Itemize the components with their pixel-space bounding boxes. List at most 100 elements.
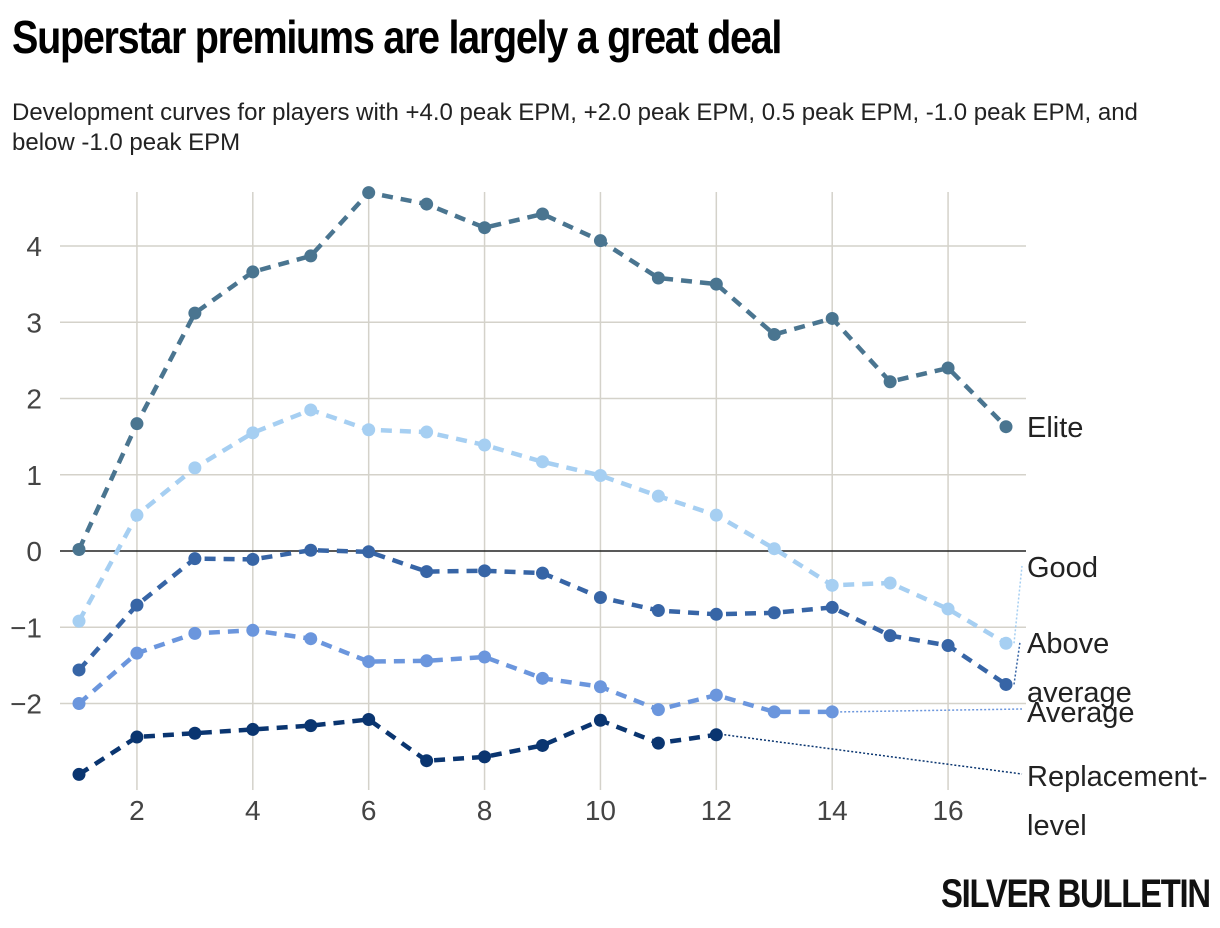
label-connector-replacement-level [724,734,1023,775]
x-tick-label: 4 [245,795,261,826]
data-point-above-average [825,600,839,614]
data-point-replacement-level [246,722,260,736]
chart-title: Superstar premiums are largely a great d… [12,11,782,63]
data-point-average [825,705,839,719]
y-tick-label: 2 [26,384,42,415]
series-replacement-level [72,713,723,781]
chart-subtitle: Development curves for players with +4.0… [12,99,1138,156]
data-point-good [767,542,781,556]
y-tick-label: 4 [26,231,42,262]
series-label-above-average: Above average [1027,628,1132,709]
series-good [72,403,1013,650]
data-point-above-average [362,545,376,559]
y-tick-label: −1 [10,612,42,643]
series-label-line: Above [1027,628,1109,660]
data-point-average [593,680,607,694]
data-point-good [420,425,434,439]
x-tick-label: 2 [129,795,145,826]
data-point-average [767,705,781,719]
data-point-good [651,489,665,503]
data-point-replacement-level [420,754,434,768]
data-point-elite [941,361,955,375]
data-point-good [130,508,144,522]
data-point-replacement-level [709,728,723,742]
data-point-elite [304,249,318,263]
y-tick-label: 3 [26,307,42,338]
data-point-replacement-level [188,726,202,740]
data-point-replacement-level [536,738,549,752]
data-point-elite [767,327,781,341]
data-point-above-average [246,552,260,566]
series-line-average [77,628,833,715]
series-line-replacement-level [77,717,717,777]
series-layer [72,186,1013,781]
data-point-good [825,578,839,592]
data-point-average [130,646,144,660]
data-point-above-average [536,566,549,580]
data-point-elite [709,277,723,291]
brand-logo: SILVER BULLETIN [941,872,1211,916]
data-point-good [362,423,376,437]
data-point-average [304,632,318,646]
y-tick-label: 0 [26,536,42,567]
data-point-above-average [130,598,144,612]
data-point-elite [999,420,1013,434]
series-label-line: level [1027,810,1087,842]
x-tick-label: 12 [701,795,732,826]
series-elite [72,186,1013,556]
data-point-good [883,576,897,590]
data-point-good [478,438,492,452]
data-point-good [188,461,202,475]
data-point-above-average [651,603,665,617]
label-connector-average [840,708,1023,713]
x-tick-label: 10 [585,795,616,826]
label-connectors [724,565,1023,775]
data-point-average [362,655,376,669]
data-point-replacement-level [593,713,607,727]
data-point-good [593,469,607,483]
data-point-elite [593,234,607,248]
data-point-elite [362,186,376,200]
data-point-above-average [999,677,1013,691]
series-line-good [77,407,1008,646]
y-tick-label: −2 [10,689,42,720]
data-point-elite [825,311,839,325]
data-point-average [188,626,202,640]
data-point-average [651,703,665,717]
series-label-replacement-level: Replacement-level [1027,761,1208,842]
data-point-elite [478,221,492,235]
data-point-above-average [709,607,723,621]
series-label-average: Average [1027,697,1135,729]
data-point-replacement-level [478,750,492,764]
data-point-elite [883,375,897,389]
data-point-good [709,508,723,522]
x-tick-label: 16 [932,795,963,826]
data-point-elite [420,197,434,211]
data-point-elite [651,271,665,285]
data-point-good [941,602,955,616]
label-connector-above-average [1013,641,1021,685]
data-point-above-average [304,543,318,557]
x-tick-label: 8 [477,795,493,826]
data-point-average [72,697,86,710]
data-point-elite [536,207,549,221]
data-point-elite [130,417,144,431]
data-point-replacement-level [651,736,665,750]
data-point-good [72,614,86,628]
data-point-average [478,650,492,664]
data-point-replacement-level [304,719,318,733]
data-point-above-average [593,591,607,605]
data-point-average [536,671,549,685]
series-average [72,623,839,719]
y-tick-label: 1 [26,460,42,491]
series-label-good: Good [1027,552,1098,584]
data-point-above-average [941,639,955,653]
data-point-above-average [188,552,202,566]
data-point-above-average [883,629,897,643]
data-point-good [304,403,318,417]
grid-layer [60,192,1026,790]
data-point-average [709,688,723,702]
